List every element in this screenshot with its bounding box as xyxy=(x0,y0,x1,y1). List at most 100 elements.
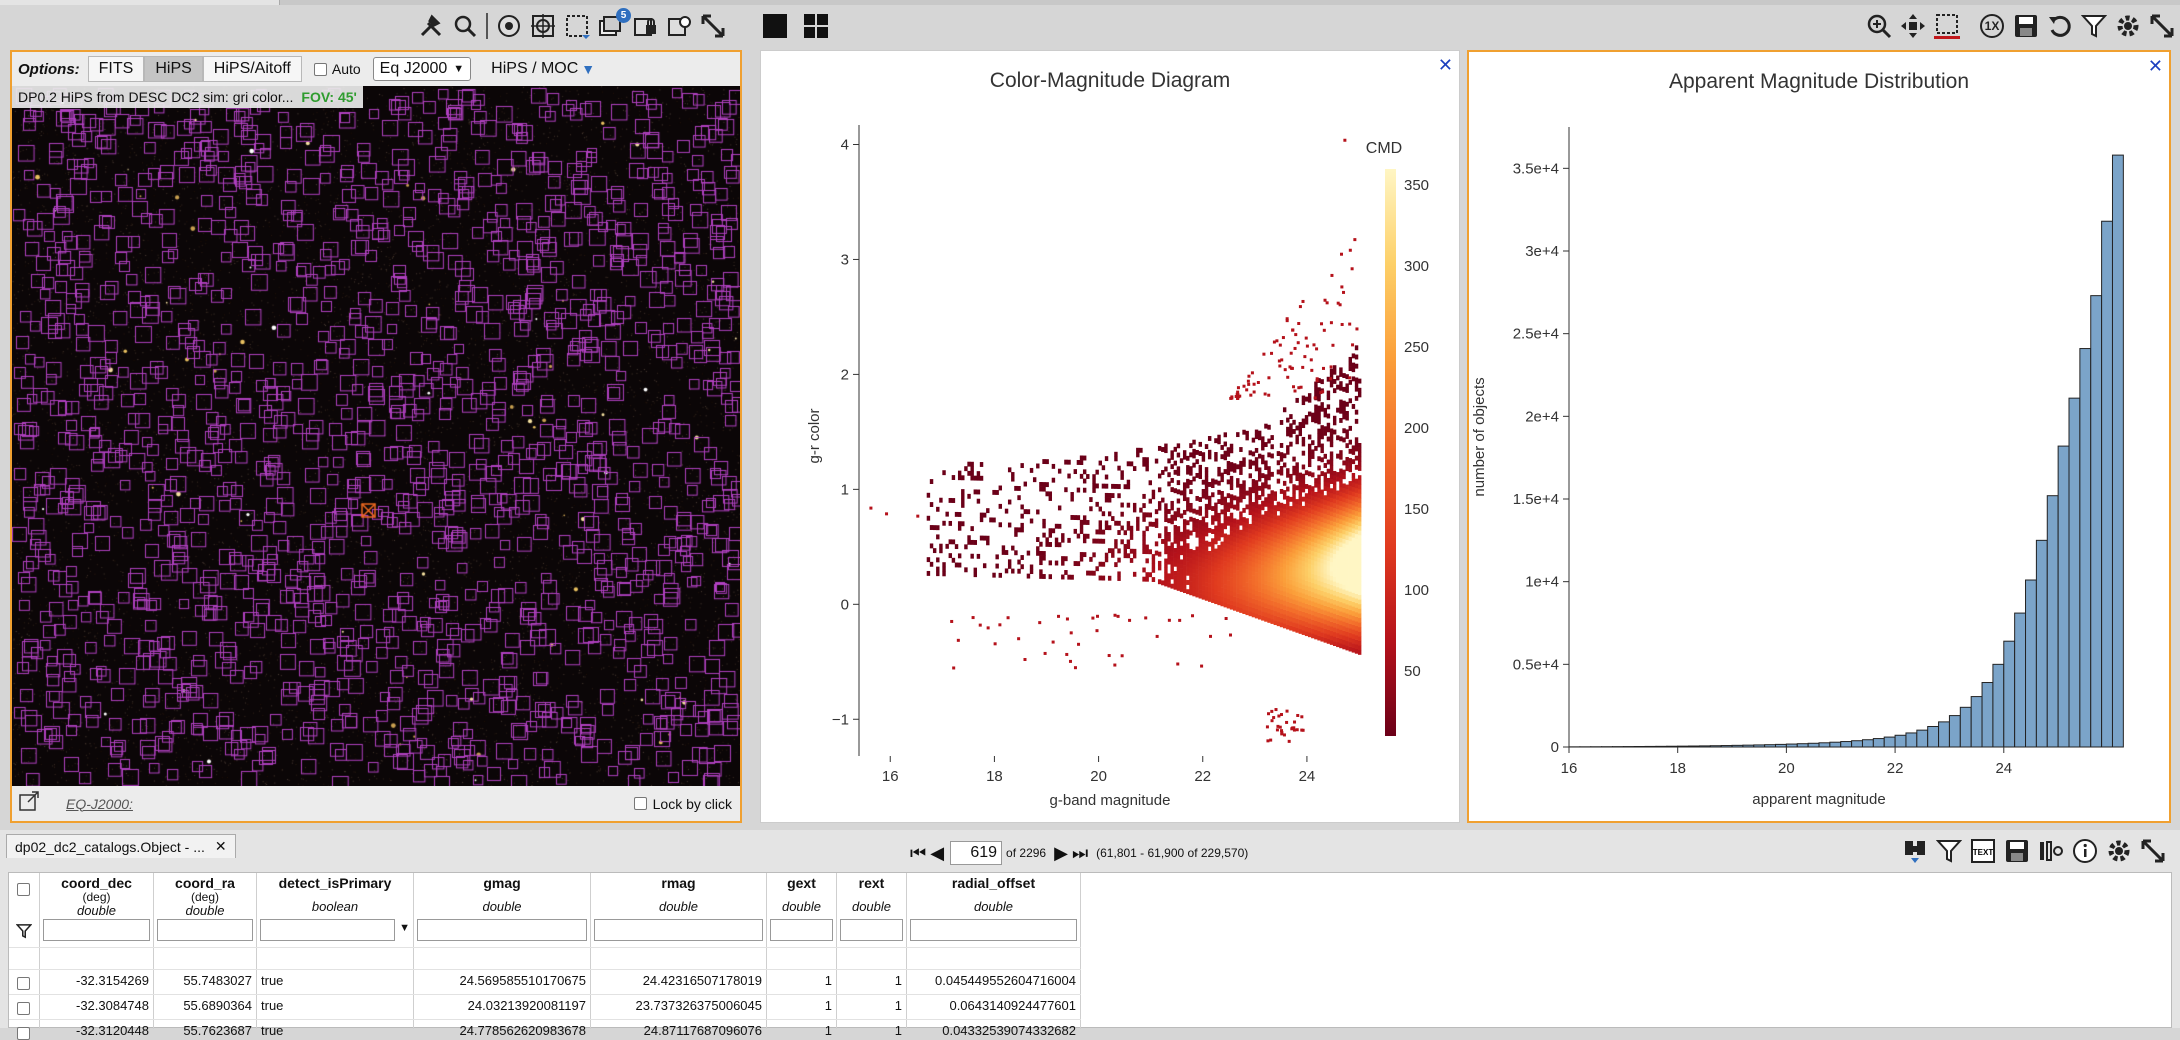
heatmap-cell xyxy=(1267,554,1270,559)
column-header[interactable]: rext xyxy=(837,875,906,891)
grid-view-icon[interactable] xyxy=(802,12,830,40)
hips-moc-menu[interactable]: HiPS / MOC▼ xyxy=(491,60,595,78)
column-header[interactable]: coord_dec xyxy=(40,875,153,891)
heatmap-cell xyxy=(1242,522,1245,527)
heatmap-cell xyxy=(1273,341,1276,344)
filter-icon[interactable] xyxy=(1935,837,1963,865)
top-tab[interactable] xyxy=(0,0,280,5)
heatmap-cell xyxy=(1277,469,1280,474)
heatmap-cell xyxy=(1339,561,1342,566)
close-tab-icon[interactable]: ✕ xyxy=(215,838,227,855)
hips-button[interactable]: HiPS xyxy=(144,56,202,82)
search-icon[interactable] xyxy=(451,12,479,40)
heatmap-cell xyxy=(1027,509,1030,514)
lock-icon[interactable] xyxy=(631,12,659,40)
save-icon[interactable] xyxy=(2012,12,2040,40)
expand-icon[interactable] xyxy=(2148,12,2176,40)
filter-icon[interactable] xyxy=(16,923,32,943)
heatmap-cell xyxy=(1280,572,1283,577)
heatmap-cell xyxy=(1336,624,1339,629)
table-tab[interactable]: dp02_dc2_catalogs.Object - ... ✕ xyxy=(6,834,236,858)
select-box-icon[interactable] xyxy=(1933,12,1961,40)
row-checkbox[interactable] xyxy=(17,1002,30,1015)
settings-icon[interactable] xyxy=(2114,12,2142,40)
save-icon[interactable] xyxy=(2003,837,2031,865)
column-settings-icon[interactable] xyxy=(2037,837,2065,865)
single-view-icon[interactable] xyxy=(761,12,789,40)
column-filter-input[interactable] xyxy=(417,919,587,941)
expand-icon[interactable] xyxy=(2139,837,2167,865)
heatmap-cell xyxy=(1211,538,1214,543)
row-checkbox[interactable] xyxy=(17,977,30,990)
column-filter-input[interactable] xyxy=(840,919,903,941)
heatmap-cell xyxy=(1236,575,1239,580)
lock-by-click-checkbox[interactable]: Lock by click xyxy=(634,796,732,812)
page-input[interactable]: 619 xyxy=(950,841,1002,865)
close-icon[interactable]: ✕ xyxy=(2148,56,2163,77)
expand-icon[interactable] xyxy=(699,12,727,40)
close-icon[interactable]: ✕ xyxy=(1438,55,1453,76)
restore-icon[interactable] xyxy=(2046,12,2074,40)
text-view-icon[interactable]: TEXT xyxy=(1969,837,1997,865)
row-checkbox[interactable] xyxy=(17,1027,30,1040)
column-header[interactable]: gext xyxy=(767,875,836,891)
column-filter-input[interactable] xyxy=(594,919,763,941)
heatmap-cell xyxy=(1217,435,1220,440)
column-filter-input[interactable] xyxy=(910,919,1077,941)
settings-icon[interactable] xyxy=(2105,837,2133,865)
layers-icon[interactable] xyxy=(495,12,523,40)
heatmap-cell xyxy=(1336,546,1339,551)
fits-button[interactable]: FITS xyxy=(88,56,145,82)
column-header[interactable]: rmag xyxy=(591,875,766,891)
last-page-icon[interactable]: ⏭ xyxy=(1072,843,1088,864)
coord-system-select[interactable]: Eq J2000▼ xyxy=(373,57,472,81)
column-filter-input[interactable] xyxy=(43,919,150,941)
column-header[interactable]: coord_ra xyxy=(154,875,256,891)
catalog-layers-icon[interactable]: 5 xyxy=(597,12,625,40)
download-icon[interactable] xyxy=(1901,837,1929,865)
column-header[interactable]: gmag xyxy=(414,875,590,891)
zoom-in-icon[interactable] xyxy=(1865,12,1893,40)
reset-zoom-icon[interactable]: 1X xyxy=(1978,12,2006,40)
heatmap-cell xyxy=(1286,514,1289,519)
sky-image[interactable] xyxy=(12,86,740,786)
tools-icon[interactable] xyxy=(417,12,445,40)
column-filter-input[interactable] xyxy=(157,919,253,941)
prev-page-icon[interactable]: ◀ xyxy=(930,843,944,864)
auto-checkbox-box[interactable] xyxy=(314,63,327,76)
heatmap-cell xyxy=(1280,521,1283,526)
heatmap-cell xyxy=(1217,513,1220,518)
select-area-icon[interactable] xyxy=(563,12,591,40)
heatmap-cell xyxy=(1330,585,1333,590)
filter-dropdown-icon[interactable]: ▼ xyxy=(399,922,410,934)
auto-checkbox[interactable]: Auto xyxy=(314,61,361,77)
column-filter-input[interactable] xyxy=(770,919,833,941)
heatmap-cell xyxy=(1233,546,1236,551)
external-link-icon[interactable] xyxy=(18,790,40,817)
heatmap-cell xyxy=(1183,561,1186,566)
filter-icon[interactable] xyxy=(2080,12,2108,40)
column-header[interactable]: detect_isPrimary xyxy=(257,875,413,891)
column-filter-input[interactable]: ▼ xyxy=(260,919,395,941)
column-header[interactable]: radial_offset xyxy=(907,875,1080,891)
heatmap-cell xyxy=(1211,557,1214,562)
heatmap-cell xyxy=(1271,719,1274,722)
lock-by-click-box[interactable] xyxy=(634,797,647,810)
x-axis-label: g-band magnitude xyxy=(1050,792,1171,809)
heatmap-cell xyxy=(1317,539,1320,544)
heatmap-cell xyxy=(1170,542,1173,547)
first-page-icon[interactable]: ⏮ xyxy=(910,843,926,864)
cmd-chart[interactable]: Color-Magnitude Diagram g-band magnitude… xyxy=(761,51,1459,822)
crosshair-icon[interactable] xyxy=(529,12,557,40)
next-page-icon[interactable]: ▶ xyxy=(1054,843,1068,864)
select-all-checkbox[interactable] xyxy=(17,883,30,896)
overlay-icon[interactable] xyxy=(665,12,693,40)
hips-aitoff-button[interactable]: HiPS/Aitoff xyxy=(203,56,302,82)
histogram-chart[interactable]: Apparent Magnitude Distribution apparent… xyxy=(1469,52,2169,821)
pan-icon[interactable] xyxy=(1899,12,1927,40)
heatmap-cell xyxy=(1044,652,1047,655)
heatmap-cell xyxy=(1267,572,1270,577)
heatmap-cell xyxy=(1289,511,1292,516)
info-icon[interactable] xyxy=(2071,837,2099,865)
heatmap-cell xyxy=(939,548,942,553)
